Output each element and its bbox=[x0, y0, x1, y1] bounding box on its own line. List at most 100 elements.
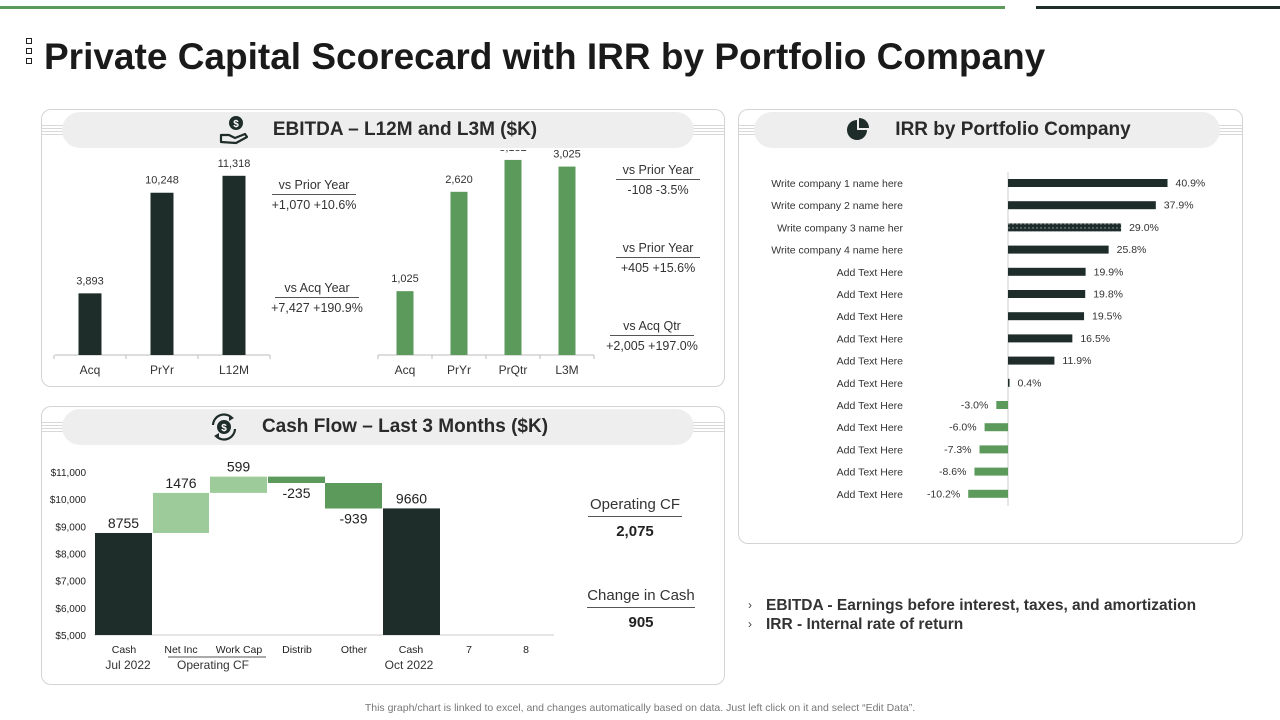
y-tick-label: $10,000 bbox=[50, 495, 87, 506]
irr-bar bbox=[974, 467, 1008, 476]
irr-value-label: 19.8% bbox=[1093, 289, 1123, 301]
cmp-label: vs Acq Qtr bbox=[610, 319, 694, 336]
bar-acq bbox=[396, 291, 414, 355]
cmp-l3m-acq-qtr: vs Acq Qtr +2,005 +197.0% bbox=[598, 319, 706, 353]
cmp-label: vs Prior Year bbox=[616, 241, 700, 258]
waterfall-bar bbox=[325, 483, 382, 509]
irr-value-label: -3.0% bbox=[961, 400, 988, 412]
y-tick-label: $8,000 bbox=[55, 550, 86, 561]
company-label: Add Text Here bbox=[837, 400, 904, 412]
waterfall-bar bbox=[383, 508, 440, 635]
operating-cf-value: 2,075 bbox=[616, 523, 654, 540]
cashflow-chart: $5,000 $6,000 $7,000 $8,000 $9,000 $10,000 $11… bbox=[50, 459, 554, 672]
bar-l3m bbox=[558, 166, 576, 355]
company-label: Add Text Here bbox=[837, 444, 904, 456]
irr-bar bbox=[1008, 290, 1086, 298]
irr-value-label: 19.5% bbox=[1092, 311, 1122, 323]
waterfall-value-label: -235 bbox=[282, 485, 310, 501]
cmp-l3m-prior-year-2: vs Prior Year +405 +15.6% bbox=[612, 241, 704, 275]
irr-value-label: -8.6% bbox=[939, 466, 966, 478]
change-in-cash-label: Change in Cash bbox=[587, 587, 695, 608]
waterfall-value-label: 8755 bbox=[108, 515, 139, 531]
cash-cycle-icon: $ bbox=[208, 412, 240, 442]
waterfall-value-label: -939 bbox=[339, 511, 367, 527]
company-label: Add Text Here bbox=[837, 333, 904, 345]
operating-cf-label: Operating CF bbox=[588, 496, 682, 517]
category-label: 8 bbox=[523, 644, 529, 656]
ebitda-charts: 3,893 Acq 10,248 PrYr 11,318 L12M 1,025 Acq 2,6… bbox=[53, 150, 595, 377]
company-label: Add Text Here bbox=[837, 267, 904, 279]
irr-bar bbox=[968, 489, 1008, 498]
irr-value-label: 19.9% bbox=[1094, 266, 1124, 278]
change-in-cash-summary: Change in Cash 905 bbox=[576, 587, 706, 631]
category-label: Other bbox=[341, 644, 368, 656]
irr-bar bbox=[984, 423, 1008, 432]
page-title: Private Capital Scorecard with IRR by Po… bbox=[44, 36, 1046, 77]
cmp-label: vs Prior Year bbox=[616, 163, 700, 180]
ebitda-l12m-chart: 3,893 Acq 10,248 PrYr 11,318 L12M bbox=[53, 158, 271, 377]
operating-cf-summary: Operating CF 2,075 bbox=[576, 496, 694, 540]
ebitda-l3m-chart: 1,025 Acq 2,620 PrYr 3,132 PrQtr 3,025 L3M bbox=[377, 150, 595, 377]
ebitda-title: EBITDA – L12M and L3M ($K) bbox=[272, 119, 538, 140]
irr-value-label: 0.4% bbox=[1018, 377, 1042, 389]
cmp-value: +7,427 +190.9% bbox=[271, 301, 363, 315]
category-label: L12M bbox=[219, 363, 249, 377]
group-label: Operating CF bbox=[177, 658, 249, 672]
y-tick-label: $5,000 bbox=[55, 631, 86, 642]
company-label: Add Text Here bbox=[837, 467, 904, 479]
definition-text: EBITDA - Earnings before interest, taxes… bbox=[766, 597, 1197, 614]
waterfall-bar bbox=[210, 476, 267, 493]
bar-acq bbox=[78, 293, 102, 355]
irr-chart: Write company 1 name here 40.9% Write comp… bbox=[771, 172, 1206, 506]
footer-note: This graph/chart is linked to excel, and… bbox=[364, 702, 916, 714]
irr-bar bbox=[996, 401, 1008, 409]
bar-value-label: 3,893 bbox=[76, 275, 104, 287]
category-label: Acq bbox=[80, 363, 101, 377]
cmp-label: vs Acq Year bbox=[275, 281, 359, 298]
definition-item: › EBITDA - Earnings before interest, tax… bbox=[748, 596, 1248, 615]
cashflow-header: $ Cash Flow – Last 3 Months ($K) bbox=[62, 409, 694, 445]
irr-value-label: 37.9% bbox=[1164, 200, 1194, 212]
top-accent-bar-dark bbox=[1036, 6, 1280, 9]
bar-value-label: 3,025 bbox=[553, 150, 581, 161]
company-label: Write company 3 name her bbox=[777, 222, 903, 234]
category-label: PrQtr bbox=[499, 363, 528, 377]
irr-value-label: -6.0% bbox=[949, 422, 976, 434]
irr-bar bbox=[1008, 201, 1156, 210]
category-label: Cash bbox=[399, 644, 424, 656]
cmp-l12m-prior-year: vs Prior Year +1,070 +10.6% bbox=[262, 178, 366, 212]
category-label: PrYr bbox=[447, 363, 471, 377]
top-accent-bar bbox=[0, 6, 1005, 9]
category-label: PrYr bbox=[150, 363, 174, 377]
cmp-value: -108 -3.5% bbox=[627, 183, 689, 197]
y-tick-label: $11,000 bbox=[51, 468, 87, 479]
company-label: Write company 2 name here bbox=[771, 200, 903, 212]
waterfall-value-label: 9660 bbox=[396, 490, 427, 506]
ebitda-header: $ EBITDA – L12M and L3M ($K) bbox=[62, 112, 694, 148]
definition-item: › IRR - Internal rate of return bbox=[748, 615, 1248, 634]
irr-title: IRR by Portfolio Company bbox=[895, 119, 1131, 140]
bar-pryr bbox=[450, 191, 468, 355]
cmp-value: +2,005 +197.0% bbox=[606, 339, 698, 353]
irr-value-label: 16.5% bbox=[1080, 333, 1110, 345]
bar-value-label: 10,248 bbox=[145, 175, 179, 187]
company-label: Add Text Here bbox=[837, 378, 904, 390]
svg-text:$: $ bbox=[233, 119, 239, 130]
cmp-value: +1,070 +10.6% bbox=[271, 198, 357, 212]
irr-value-label: 40.9% bbox=[1176, 178, 1206, 190]
chevron-right-icon: › bbox=[748, 617, 752, 631]
company-label: Add Text Here bbox=[837, 356, 904, 368]
pie-chart-icon bbox=[843, 117, 873, 143]
y-tick-label: $9,000 bbox=[55, 522, 86, 533]
irr-bar bbox=[1008, 245, 1109, 254]
irr-value-label: 25.8% bbox=[1117, 244, 1147, 256]
irr-bar bbox=[979, 445, 1008, 454]
company-label: Add Text Here bbox=[837, 311, 904, 323]
cmp-l12m-acq-year: vs Acq Year +7,427 +190.9% bbox=[262, 281, 372, 315]
irr-bar bbox=[1008, 267, 1086, 276]
waterfall-bar bbox=[153, 492, 209, 533]
bar-value-label: 3,132 bbox=[499, 150, 527, 154]
money-hand-icon: $ bbox=[219, 115, 251, 145]
irr-value-label: 29.0% bbox=[1129, 222, 1159, 234]
waterfall-bar bbox=[268, 476, 325, 484]
